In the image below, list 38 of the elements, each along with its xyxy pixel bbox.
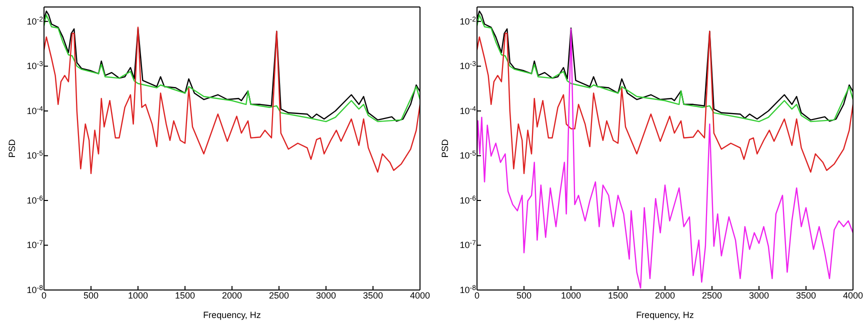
x-axis-title: Frequency, Hz [203, 310, 262, 320]
y-tick-label: 10$^{-5}$ [460, 150, 476, 161]
y-tick-label: 10$^{-8}$ [26, 284, 44, 295]
x-axis-title: Frequency, Hz [636, 310, 694, 320]
y-tick-label: 10$^{-6}$ [26, 194, 44, 206]
x-tick-label: 4000 [842, 290, 864, 300]
x-tick-label: 2500 [268, 290, 290, 300]
y-tick-label: 10$^{-6}$ [460, 194, 476, 206]
x-tick-label: 1000 [128, 290, 148, 300]
y-tick-label: 10$^{-2}$ [26, 16, 44, 26]
y-tick-label: 10$^{-7}$ [460, 240, 476, 250]
line-series [477, 30, 853, 174]
x-tick-label: 2500 [702, 290, 722, 300]
y-axis-title: PSD [440, 138, 450, 158]
x-tick-label: 4000 [410, 290, 430, 300]
x-tick-label: 3000 [316, 290, 336, 300]
y-tick-label: 10$^{-2}$ [460, 16, 476, 26]
x-tick-label: 3500 [362, 290, 384, 300]
y-tick-label: 10$^{-7}$ [26, 240, 44, 250]
x-tick-label: 500 [83, 290, 99, 300]
line-series [44, 26, 420, 174]
x-tick-label: 0 [474, 290, 480, 300]
y-tick-label: 10$^{-3}$ [26, 60, 44, 72]
x-tick-label: 1000 [560, 290, 582, 300]
x-tick-label: 2000 [654, 290, 676, 300]
x-tick-label: 3000 [748, 290, 770, 300]
y-tick-label: 10$^{-8}$ [460, 284, 476, 295]
x-tick-label: 500 [516, 290, 532, 300]
x-tick-label: 0 [41, 290, 47, 300]
y-tick-label: 10$^{-5}$ [26, 150, 44, 161]
x-tick-label: 1500 [608, 290, 628, 300]
y-axis-title: PSD [7, 138, 18, 158]
y-tick-label: 10$^{-4}$ [26, 105, 44, 116]
x-tick-label: 2000 [222, 290, 242, 300]
x-tick-label: 1500 [174, 290, 196, 300]
x-tick-label: 3500 [796, 290, 816, 300]
y-tick-label: 10$^{-4}$ [460, 105, 476, 116]
y-tick-label: 10$^{-3}$ [460, 60, 476, 72]
